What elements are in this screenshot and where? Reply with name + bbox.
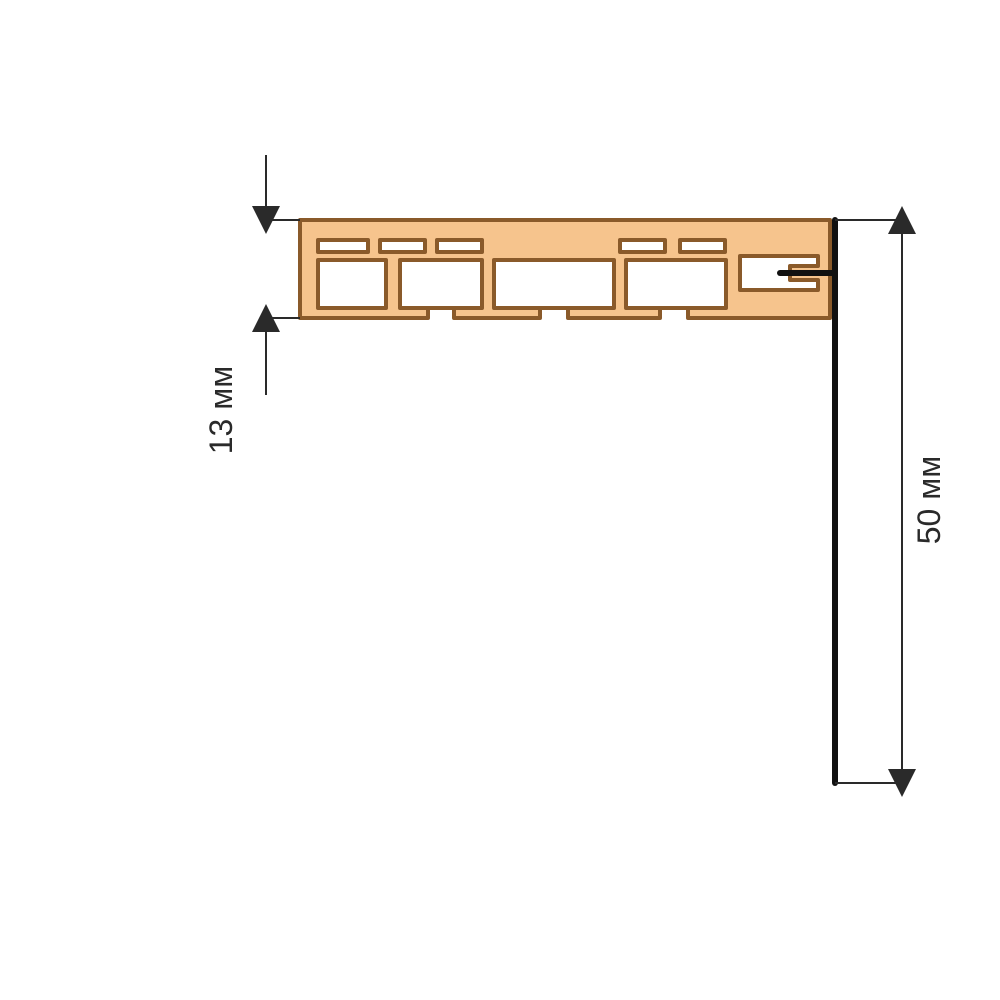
profile-cross-section-diagram: 13 мм 50 мм [0, 0, 1000, 1000]
dimension-50mm-label: 50 мм [911, 456, 947, 544]
dimension-13mm: 13 мм [203, 155, 300, 454]
dimension-13mm-label: 13 мм [203, 366, 239, 454]
profile-body [300, 220, 830, 318]
dimension-50mm: 50 мм [835, 220, 947, 783]
